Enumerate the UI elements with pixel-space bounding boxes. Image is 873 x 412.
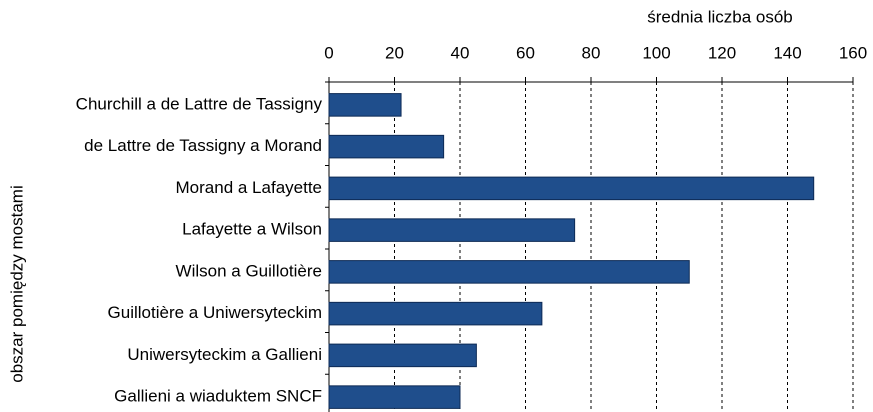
- y-tick-label: de Lattre de Tassigny a Morand: [84, 136, 322, 155]
- y-tick-label: Lafayette a Wilson: [182, 220, 322, 239]
- bar: [328, 218, 576, 242]
- x-tick-label: 100: [642, 43, 670, 62]
- y-tick-label: Churchill a de Lattre de Tassigny: [76, 94, 323, 113]
- x-tick-label: 80: [582, 43, 601, 62]
- y-tick-label: Morand a Lafayette: [176, 178, 322, 197]
- y-axis-label: obszar pomiędzy mostami: [7, 185, 26, 382]
- y-tick-label: Uniwersyteckim a Gallieni: [127, 345, 322, 364]
- y-tick-label: Wilson a Guillotière: [176, 261, 322, 280]
- x-tick-label: 40: [451, 43, 470, 62]
- y-tick-label: Guillotière a Uniwersyteckim: [108, 303, 322, 322]
- bar: [328, 343, 477, 368]
- x-tick-label: 60: [516, 43, 535, 62]
- x-tick-label: 160: [839, 43, 867, 62]
- bar: [328, 176, 815, 201]
- bar: [328, 301, 543, 326]
- x-tick-label: 20: [385, 43, 404, 62]
- bar: [328, 385, 461, 409]
- x-axis-label: średnia liczba osób: [647, 7, 793, 26]
- x-tick-label: 0: [324, 43, 333, 62]
- bar: [328, 260, 690, 284]
- y-tick-label: Gallieni a wiaduktem SNCF: [114, 387, 322, 406]
- x-tick-label: 120: [708, 43, 736, 62]
- bar: [328, 93, 402, 117]
- bar: [328, 134, 445, 159]
- x-tick-label: 140: [773, 43, 801, 62]
